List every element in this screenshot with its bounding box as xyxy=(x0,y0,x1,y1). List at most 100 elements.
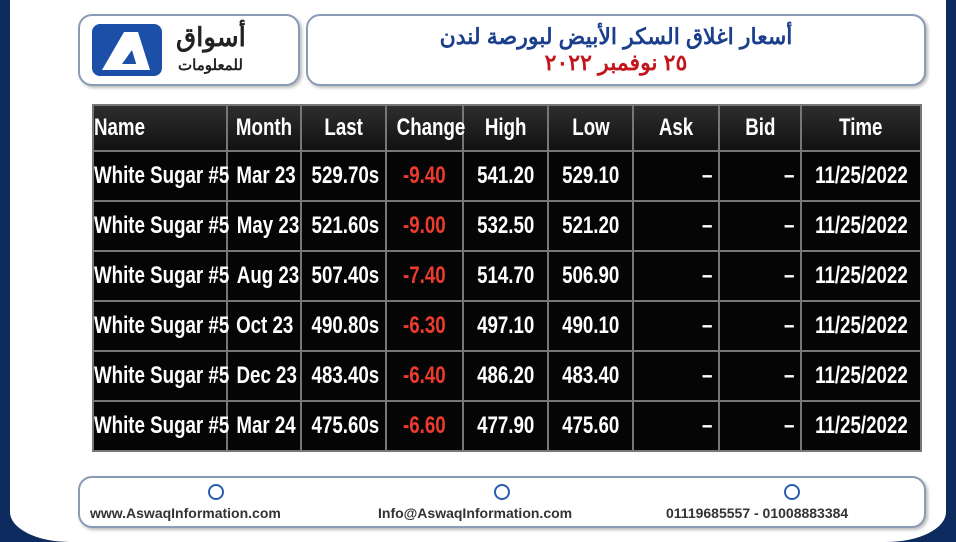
table-row: White Sugar #5 Mar 24 475.60s -6.60 477.90 47… xyxy=(94,402,920,450)
cell-text: 475.60 xyxy=(561,412,620,439)
cell-text: – xyxy=(701,312,712,339)
cell: 490.10 xyxy=(549,302,632,350)
cell-text: White Sugar #5 xyxy=(94,262,230,289)
cell-text: White Sugar #5 xyxy=(94,412,230,439)
cell: 11/25/2022 xyxy=(802,152,920,200)
cell-text: – xyxy=(783,162,794,189)
cell-text: 529.70s xyxy=(311,162,380,189)
cell: 507.40s xyxy=(302,252,385,300)
cell-text: – xyxy=(701,162,712,189)
cell-text: White Sugar #5 xyxy=(94,312,230,339)
cell: 486.20 xyxy=(464,352,547,400)
column-header: High xyxy=(464,106,547,150)
cell-text: – xyxy=(701,412,712,439)
cell-text: 490.80s xyxy=(311,312,380,339)
subtitle: ٢٥ نوفمبر ٢٠٢٢ xyxy=(544,50,688,75)
cell-text: 11/25/2022 xyxy=(815,312,908,339)
cell-text: – xyxy=(783,412,794,439)
cell-text: 11/25/2022 xyxy=(815,262,908,289)
logo-icon xyxy=(92,24,162,76)
cell: -6.30 xyxy=(387,302,462,350)
cell: – xyxy=(720,152,800,200)
cell: 475.60s xyxy=(302,402,385,450)
cell-text: White Sugar #5 xyxy=(94,212,230,239)
cell-text: – xyxy=(701,212,712,239)
cell: 521.20 xyxy=(549,202,632,250)
cell: White Sugar #5 xyxy=(94,252,230,300)
header-text: Low xyxy=(571,114,610,141)
cell-text: 477.90 xyxy=(476,412,535,439)
cell-text: – xyxy=(783,312,794,339)
cell: Mar 23 xyxy=(228,152,300,200)
cell-text: Mar 24 xyxy=(236,412,296,439)
cell: White Sugar #5 xyxy=(94,302,230,350)
cell-text: 483.40 xyxy=(561,362,620,389)
cell: 11/25/2022 xyxy=(802,252,920,300)
cell: 11/25/2022 xyxy=(802,352,920,400)
column-header: Name xyxy=(94,106,226,150)
cell-text: 11/25/2022 xyxy=(815,212,908,239)
logo-box: أسواق للمعلومات xyxy=(78,14,300,86)
cell: 497.10 xyxy=(464,302,547,350)
header-text: Time xyxy=(839,114,883,141)
cell-text: May 23 xyxy=(236,212,300,239)
cell-text: White Sugar #5 xyxy=(94,162,230,189)
logo-sub: للمعلومات xyxy=(178,57,243,74)
footer: www.AswaqInformation.com Info@AswaqInfor… xyxy=(78,476,926,528)
cell-text: 483.40s xyxy=(311,362,380,389)
cell: – xyxy=(720,352,800,400)
cell: May 23 xyxy=(228,202,300,250)
header-text: Name xyxy=(94,114,145,141)
cell-text: 11/25/2022 xyxy=(815,362,908,389)
cell-text: White Sugar #5 xyxy=(94,362,230,389)
panel: أسواق للمعلومات أسعار اغلاق السكر الأبيض… xyxy=(10,0,946,542)
cell-text: -9.40 xyxy=(403,162,446,189)
footer-icons xyxy=(208,484,800,500)
cell: 483.40s xyxy=(302,352,385,400)
header-text: Bid xyxy=(744,114,776,141)
cell: – xyxy=(634,252,718,300)
cell: 11/25/2022 xyxy=(802,402,920,450)
cell-text: Mar 23 xyxy=(236,162,296,189)
header-row: Name Month Last Change High Low Ask Bid Time xyxy=(94,106,920,150)
cell: 483.40 xyxy=(549,352,632,400)
cell: – xyxy=(720,252,800,300)
cell-text: 11/25/2022 xyxy=(815,162,908,189)
cell-text: 514.70 xyxy=(476,262,535,289)
cell-text: 490.10 xyxy=(561,312,620,339)
cell: 514.70 xyxy=(464,252,547,300)
table-row: White Sugar #5 May 23 521.60s -9.00 532.50 52… xyxy=(94,202,920,250)
cell: -7.40 xyxy=(387,252,462,300)
title: أسعار اغلاق السكر الأبيض لبورصة لندن xyxy=(439,24,793,49)
cell-text: -6.30 xyxy=(403,312,446,339)
cell: 11/25/2022 xyxy=(802,302,920,350)
cell-text: 507.40s xyxy=(311,262,380,289)
cell: 541.20 xyxy=(464,152,547,200)
cell: Oct 23 xyxy=(228,302,300,350)
cell: 506.90 xyxy=(549,252,632,300)
cell-text: – xyxy=(701,362,712,389)
cell: -9.40 xyxy=(387,152,462,200)
cell: 477.90 xyxy=(464,402,547,450)
column-header: Time xyxy=(802,106,920,150)
cell: Aug 23 xyxy=(228,252,300,300)
table-row: White Sugar #5 Aug 23 507.40s -7.40 514.70 50… xyxy=(94,252,920,300)
cell-text: 541.20 xyxy=(476,162,535,189)
cell: White Sugar #5 xyxy=(94,152,230,200)
column-header: Month xyxy=(228,106,300,150)
cell: – xyxy=(634,152,718,200)
cell: -6.60 xyxy=(387,402,462,450)
cell: – xyxy=(634,202,718,250)
cell-text: 506.90 xyxy=(561,262,620,289)
cell-text: Aug 23 xyxy=(236,262,300,289)
table-row: White Sugar #5 Dec 23 483.40s -6.40 486.20 48… xyxy=(94,352,920,400)
email: Info@AswaqInformation.com xyxy=(378,505,573,521)
column-header: Last xyxy=(302,106,385,150)
cell-text: 497.10 xyxy=(476,312,535,339)
table-body: White Sugar #5 Mar 23 529.70s -9.40 541.20 52… xyxy=(94,152,920,450)
cell-text: 529.10 xyxy=(561,162,620,189)
website: www.AswaqInformation.com xyxy=(90,505,281,521)
cell: 529.10 xyxy=(549,152,632,200)
cell: -6.40 xyxy=(387,352,462,400)
cell: – xyxy=(720,302,800,350)
